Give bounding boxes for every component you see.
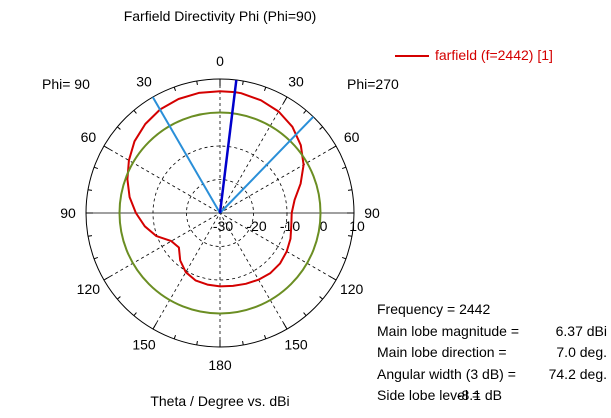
angle-tick (242, 80, 244, 86)
series-line-farfield (126, 90, 305, 288)
angle-tick (117, 126, 121, 130)
angle-tick (319, 296, 323, 300)
angle-tick (341, 256, 347, 260)
angle-tick (329, 276, 337, 281)
angle-label: 120 (77, 281, 101, 297)
angle-label: 180 (208, 357, 232, 373)
frequency-text: Frequency = 2442 (377, 301, 491, 317)
main-lobe-line (218, 79, 238, 214)
radial-tick-label: 0 (320, 218, 328, 234)
radial-tick-labels: -30 -20 -10 0 10 (213, 218, 365, 234)
info-magnitude-row: Main lobe magnitude = 6.37 dBi (377, 323, 607, 345)
angle-tick (303, 312, 307, 316)
angle-tick (93, 256, 99, 260)
angle-tick (152, 322, 157, 330)
angle-tick (173, 86, 177, 92)
angle-tick (117, 296, 121, 300)
angle-label: 0 (216, 53, 224, 69)
beam-edge-line (151, 96, 221, 214)
angle-tick (196, 340, 198, 346)
angle-label: 150 (132, 337, 156, 353)
angle-tick (87, 235, 93, 237)
angle-tick (133, 110, 137, 114)
beam-lines (151, 79, 314, 214)
angle-tick (341, 166, 347, 170)
angle-label: 120 (340, 281, 364, 297)
angle-tick (319, 126, 323, 130)
info-frequency-row: Frequency = 2442 (377, 301, 607, 323)
angle-tick (329, 145, 337, 150)
side-lobe-label: Side lobe level = (377, 387, 481, 403)
polar-grid (85, 78, 355, 348)
legend-swatch (395, 55, 429, 58)
angle-label: 30 (136, 73, 152, 89)
side-lobe-value: -8.1 dB (456, 387, 502, 403)
angle-tick (173, 334, 177, 340)
main-lobe-direction-value: 7.0 deg. (556, 344, 607, 360)
radial-tick-label: -10 (280, 218, 300, 234)
angle-tick (103, 145, 111, 150)
radial-tick-label: 10 (349, 218, 365, 234)
phi-right-label: Phi=270 (347, 76, 399, 92)
angle-tick (87, 189, 93, 191)
angular-width-value: 74.2 deg. (548, 365, 607, 382)
info-width-row: Angular width (3 dB) = 74.2 deg. (377, 366, 607, 388)
angle-tick (347, 235, 353, 237)
info-direction-row: Main lobe direction = 7.0 deg. (377, 344, 607, 366)
x-axis-label: Theta / Degree vs. dBi (150, 393, 290, 409)
main-lobe-direction-label: Main lobe direction = (377, 344, 507, 360)
angle-tick (303, 110, 307, 114)
series-reference-circle (118, 111, 322, 315)
angle-tick (263, 334, 267, 340)
angle-label: 90 (364, 205, 380, 221)
angle-tick (283, 96, 288, 104)
angle-labels: 0 30 60 90 120 150 180 150 120 90 60 30 (60, 53, 380, 373)
angle-label: 30 (288, 73, 304, 89)
radial-tick-label: -20 (246, 218, 266, 234)
series-layer (118, 90, 322, 315)
angle-tick (103, 276, 111, 281)
chart-title: Farfield Directivity Phi (Phi=90) (123, 8, 317, 24)
main-lobe-magnitude-value: 6.37 dBi (555, 322, 607, 339)
angle-tick (242, 340, 244, 346)
angle-tick (347, 189, 353, 191)
angle-label: 90 (60, 205, 76, 221)
main-lobe-magnitude-label: Main lobe magnitude = (377, 322, 520, 339)
angle-tick (283, 322, 288, 330)
info-panel: Frequency = 2442 Main lobe magnitude = 6… (377, 301, 607, 409)
angle-tick (133, 312, 137, 316)
legend-label: farfield (f=2442) [1] (435, 47, 553, 63)
angle-tick (196, 80, 198, 86)
angle-tick (263, 86, 267, 92)
radial-tick-label: -30 (213, 218, 233, 234)
angle-tick (93, 166, 99, 170)
angle-label: 60 (81, 129, 97, 145)
angular-width-label: Angular width (3 dB) = (377, 365, 516, 382)
info-sidelobe-row: Side lobe level = -8.1 dB (377, 387, 607, 409)
angle-label: 150 (284, 337, 308, 353)
phi-left-label: Phi= 90 (42, 76, 90, 92)
legend: farfield (f=2442) [1] (395, 47, 553, 63)
beam-edge-line (219, 116, 314, 214)
angle-label: 60 (344, 129, 360, 145)
